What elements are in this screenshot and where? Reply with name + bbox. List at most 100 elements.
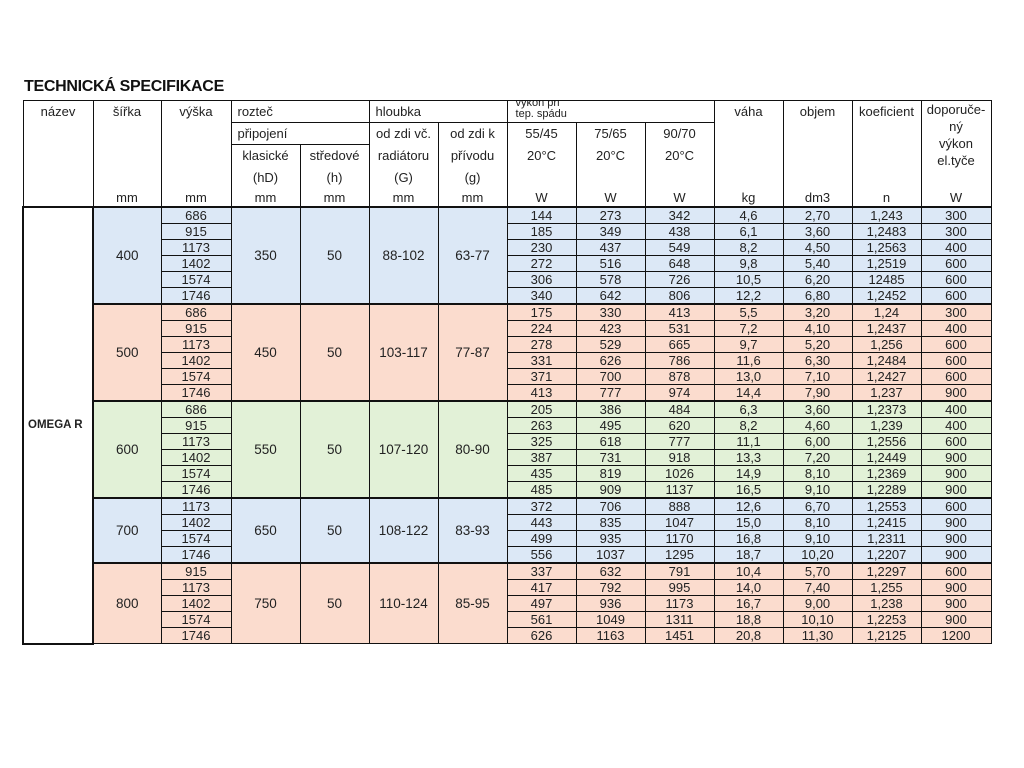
koeficient-cell: 1,2369 [851,465,922,482]
vyska-cell: 686 [160,400,232,418]
objem-cell: 6,70 [782,497,853,515]
vyska-cell: 1173 [160,433,232,450]
vyska-cell: 1746 [160,287,232,305]
vykon-90-70-cell: 791 [644,562,715,580]
unit-cell: W [920,189,992,208]
objem-cell: 10,20 [782,546,853,564]
koeficient-cell: 1,2556 [851,433,922,450]
sirka-cell: 800 [92,562,162,644]
table-row: 600 686 550 50 107-120 80-90 205 386 484 6,3 3,60 1… [23,400,992,499]
header-doporuceny: doporuče- ný výkon el.tyče [920,100,992,189]
hloubka-g-cell: 110-124 [368,562,439,644]
header-vykon-line2: tep. spádu [515,108,567,120]
vaha-cell: 9,7 [713,336,784,353]
doporuceny-vykon-cell: 400 [920,239,992,256]
vaha-cell: 12,6 [713,497,784,515]
objem-cell: 9,00 [782,595,853,612]
koeficient-cell: 1,2483 [851,223,922,240]
koeficient-cell: 1,255 [851,579,922,596]
vykon-55-45-cell: 485 [506,481,577,499]
vaha-cell: 12,2 [713,287,784,305]
sirka-cell: 600 [92,400,162,499]
unit-cell: dm3 [782,189,853,208]
doporuceny-vykon-cell: 900 [920,546,992,564]
roztec-stredove-cell: 50 [299,400,370,499]
header-55-45: 55/45 20°C [506,122,577,189]
vykon-90-70-cell: 1173 [644,595,715,612]
unit-cell: kg [713,189,784,208]
vyska-cell: 1574 [160,465,232,482]
vyska-cell: 1746 [160,546,232,564]
vykon-55-45-cell: 435 [506,465,577,482]
vykon-55-45-cell: 371 [506,368,577,385]
objem-cell: 5,20 [782,336,853,353]
vaha-cell: 13,0 [713,368,784,385]
vykon-55-45-cell: 561 [506,611,577,628]
unit-cell: mm [299,189,370,208]
vykon-55-45-cell: 443 [506,514,577,531]
table-row: 1746 340 642 806 12,2 6,80 1,2452 600 [23,287,992,305]
vyska-cell: 686 [160,303,232,321]
vykon-55-45-cell: 417 [506,579,577,596]
koeficient-cell: 1,243 [851,206,922,224]
vykon-55-45-cell: 413 [506,384,577,402]
koeficient-cell: 1,239 [851,417,922,434]
vyska-cell: 1746 [160,627,232,644]
roztec-klasicke-cell: 450 [230,303,301,402]
roztec-klasicke-cell: 550 [230,400,301,499]
vykon-90-70-cell: 648 [644,255,715,272]
header-vykon-line1: výkon při [515,100,560,109]
vyska-cell: 915 [160,562,232,580]
doporuceny-vykon-cell: 900 [920,579,992,596]
doporuceny-vykon-cell: 400 [920,400,992,418]
vykon-75-65-cell: 1163 [575,627,646,644]
table-row: 915 224 423 531 7,2 4,10 1,2437 400 [23,320,992,337]
page-title: TECHNICKÁ SPECIFIKACE [24,78,224,95]
doporuceny-vykon-cell: 300 [920,223,992,240]
vykon-55-45-cell: 337 [506,562,577,580]
koeficient-cell: 1,24 [851,303,922,321]
sirka-cell: 500 [92,303,162,402]
objem-cell: 3,60 [782,400,853,418]
vaha-cell: 8,2 [713,417,784,434]
vykon-90-70-cell: 484 [644,400,715,418]
vaha-cell: 7,2 [713,320,784,337]
vykon-90-70-cell: 1170 [644,530,715,547]
vykon-55-45-cell: 263 [506,417,577,434]
doporuceny-vykon-cell: 600 [920,433,992,450]
vyska-cell: 1173 [160,336,232,353]
vyska-cell: 1574 [160,368,232,385]
vykon-75-65-cell: 935 [575,530,646,547]
doporuceny-vykon-cell: 600 [920,271,992,288]
roztec-klasicke-cell: 750 [230,562,301,644]
vyska-cell: 1402 [160,595,232,612]
table-row: 915 263 495 620 8,2 4,60 1,239 400 [23,417,992,434]
table-row: 1574 499 935 1170 16,8 9,10 1,2311 900 [23,530,992,547]
header-koeficient: koeficient [851,100,922,189]
table-row: 1746 626 1163 1451 20,8 11,30 1,2125 1200 [23,627,992,644]
objem-cell: 6,80 [782,287,853,305]
vykon-75-65-cell: 626 [575,352,646,369]
doporuceny-vykon-cell: 300 [920,206,992,224]
vyska-cell: 1402 [160,255,232,272]
vykon-90-70-cell: 974 [644,384,715,402]
table-body: OMEGA R 400 686 350 50 88-102 63-77 144 273 342 4,… [22,206,992,645]
vyska-cell: 1574 [160,530,232,547]
vaha-cell: 16,8 [713,530,784,547]
vaha-cell: 6,1 [713,223,784,240]
doporuceny-vykon-cell: 600 [920,287,992,305]
header-od-zdi-k: od zdi k přívodu (g) [437,122,508,189]
vaha-cell: 10,5 [713,271,784,288]
vykon-90-70-cell: 888 [644,497,715,515]
vaha-cell: 15,0 [713,514,784,531]
vyska-cell: 1574 [160,611,232,628]
table-row: 1173 417 792 995 14,0 7,40 1,255 900 [23,579,992,596]
objem-cell: 9,10 [782,481,853,499]
vykon-75-65-cell: 835 [575,514,646,531]
table-row: 1746 485 909 1137 16,5 9,10 1,2289 900 [23,481,992,499]
vyska-cell: 915 [160,320,232,337]
vykon-75-65-cell: 632 [575,562,646,580]
table-row: 1574 561 1049 1311 18,8 10,10 1,2253 900 [23,611,992,628]
table-row: 1574 306 578 726 10,5 6,20 12485 600 [23,271,992,288]
koeficient-cell: 1,2437 [851,320,922,337]
